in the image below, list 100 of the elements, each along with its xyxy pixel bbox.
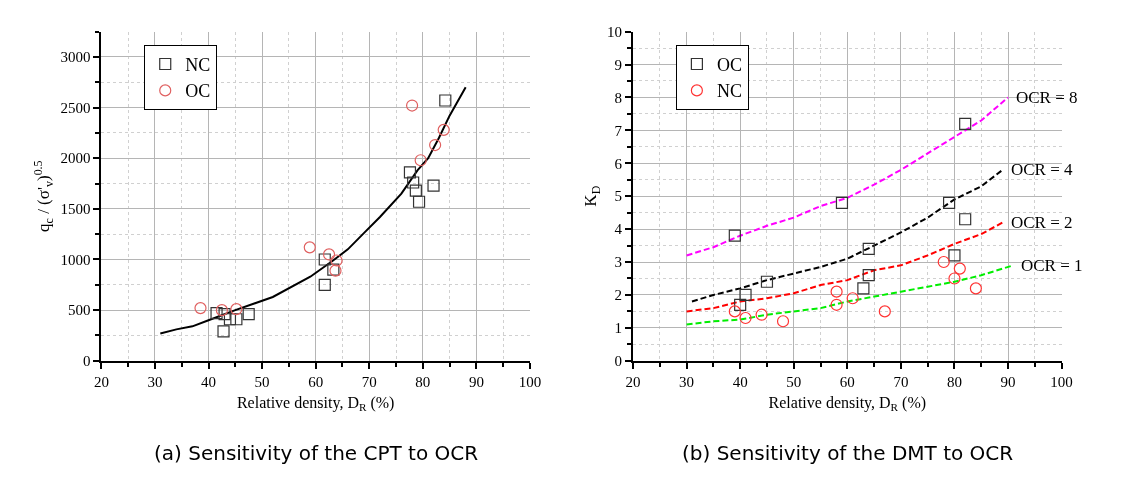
x-tick-label: 60 bbox=[308, 373, 324, 390]
point bbox=[728, 305, 741, 318]
y-tick-label: 500 bbox=[67, 302, 91, 319]
point bbox=[412, 195, 426, 208]
point bbox=[959, 213, 972, 226]
y-tick-label: 7 bbox=[614, 122, 623, 139]
y-tick-label: 1000 bbox=[60, 251, 91, 268]
y-tick-label: 5 bbox=[614, 188, 623, 205]
line-series bbox=[685, 221, 1004, 313]
y-tick-label: 2 bbox=[614, 287, 623, 304]
x-tick-label: 30 bbox=[679, 373, 695, 390]
point bbox=[835, 196, 849, 209]
y-tick-label: 0 bbox=[82, 353, 91, 370]
point bbox=[862, 269, 875, 282]
x-tick-label: 80 bbox=[946, 373, 962, 390]
y-tick-label: 8 bbox=[614, 89, 623, 106]
point bbox=[230, 313, 243, 326]
point bbox=[948, 272, 961, 285]
point bbox=[739, 288, 752, 302]
point bbox=[776, 315, 790, 328]
line-series bbox=[685, 96, 1010, 257]
point bbox=[406, 99, 419, 112]
y-tick-label: 1500 bbox=[60, 201, 91, 218]
point bbox=[330, 254, 343, 267]
point bbox=[318, 278, 331, 291]
x-tick-label: 60 bbox=[839, 373, 855, 390]
point bbox=[969, 282, 982, 295]
line-series bbox=[159, 86, 467, 335]
point bbox=[959, 117, 972, 130]
y-tick-label: 0 bbox=[614, 353, 623, 370]
text: (a) Sensitivity of the CPT to OCR bbox=[154, 441, 479, 465]
x-tick-label: 40 bbox=[732, 373, 748, 390]
x-tick-label: 20 bbox=[625, 373, 641, 390]
point bbox=[878, 305, 891, 318]
x-axis-title: Relative density, D$_{R}$ (%) bbox=[236, 393, 395, 414]
point bbox=[223, 313, 237, 326]
legend-label: OC bbox=[185, 81, 211, 102]
x-tick-label: 20 bbox=[93, 373, 109, 390]
x-tick-label: 70 bbox=[893, 373, 909, 390]
line-series bbox=[690, 168, 1004, 303]
y-tick-label: 3 bbox=[614, 254, 623, 271]
point bbox=[322, 248, 336, 261]
x-tick-label: 90 bbox=[468, 373, 484, 390]
series-label: OCR = 2 bbox=[1011, 213, 1073, 232]
point bbox=[937, 255, 950, 269]
point bbox=[429, 138, 442, 152]
x-tick-label: 70 bbox=[361, 373, 377, 390]
point bbox=[760, 275, 774, 288]
point bbox=[948, 249, 961, 262]
point bbox=[437, 123, 450, 136]
y-tick-label: 10 bbox=[607, 23, 623, 40]
legend-label: OC bbox=[716, 55, 742, 76]
point bbox=[215, 304, 229, 317]
series-label: OCR = 1 bbox=[1021, 256, 1083, 275]
point bbox=[242, 308, 255, 321]
point bbox=[407, 176, 420, 189]
y-tick-label: 2000 bbox=[60, 150, 91, 167]
x-tick-label: 100 bbox=[1050, 373, 1073, 390]
series-label: OCR = 4 bbox=[1011, 160, 1074, 179]
point bbox=[217, 325, 230, 338]
point bbox=[739, 311, 752, 325]
series-label: OCR = 8 bbox=[1016, 88, 1078, 107]
y-tick-label: 9 bbox=[614, 56, 623, 73]
point bbox=[846, 292, 859, 305]
legend-label: NC bbox=[716, 81, 742, 102]
x-tick-label: 40 bbox=[201, 373, 217, 390]
point bbox=[403, 166, 417, 179]
x-tick-label: 50 bbox=[786, 373, 802, 390]
point bbox=[728, 229, 741, 242]
point bbox=[318, 253, 331, 266]
point bbox=[857, 282, 870, 295]
text: (b) Sensitivity of the DMT to OCR bbox=[682, 441, 1014, 465]
x-tick-label: 80 bbox=[415, 373, 431, 390]
point bbox=[943, 196, 956, 209]
y-tick-label: 1 bbox=[614, 320, 623, 337]
point bbox=[230, 303, 243, 316]
x-tick-label: 30 bbox=[147, 373, 163, 390]
point bbox=[830, 298, 843, 311]
point bbox=[409, 184, 422, 197]
legend-label: NC bbox=[185, 55, 211, 76]
point bbox=[194, 302, 207, 315]
point bbox=[414, 154, 427, 167]
point bbox=[734, 298, 747, 311]
point bbox=[862, 242, 875, 255]
y-tick-label: 2500 bbox=[60, 99, 91, 116]
point bbox=[439, 94, 452, 107]
y-tick-label: 3000 bbox=[60, 49, 91, 66]
y-tick-label: 4 bbox=[614, 221, 623, 238]
x-tick-label: 90 bbox=[1000, 373, 1016, 390]
point bbox=[830, 285, 843, 298]
x-axis-title: Relative density, D$_{R}$ (%) bbox=[768, 393, 927, 414]
point bbox=[427, 179, 440, 192]
point bbox=[303, 241, 316, 254]
y-tick-label: 6 bbox=[614, 155, 623, 172]
x-tick-label: 100 bbox=[518, 373, 542, 390]
point bbox=[210, 307, 223, 320]
point bbox=[953, 262, 966, 275]
point bbox=[755, 308, 768, 321]
point bbox=[218, 308, 231, 321]
x-tick-label: 50 bbox=[254, 373, 270, 390]
